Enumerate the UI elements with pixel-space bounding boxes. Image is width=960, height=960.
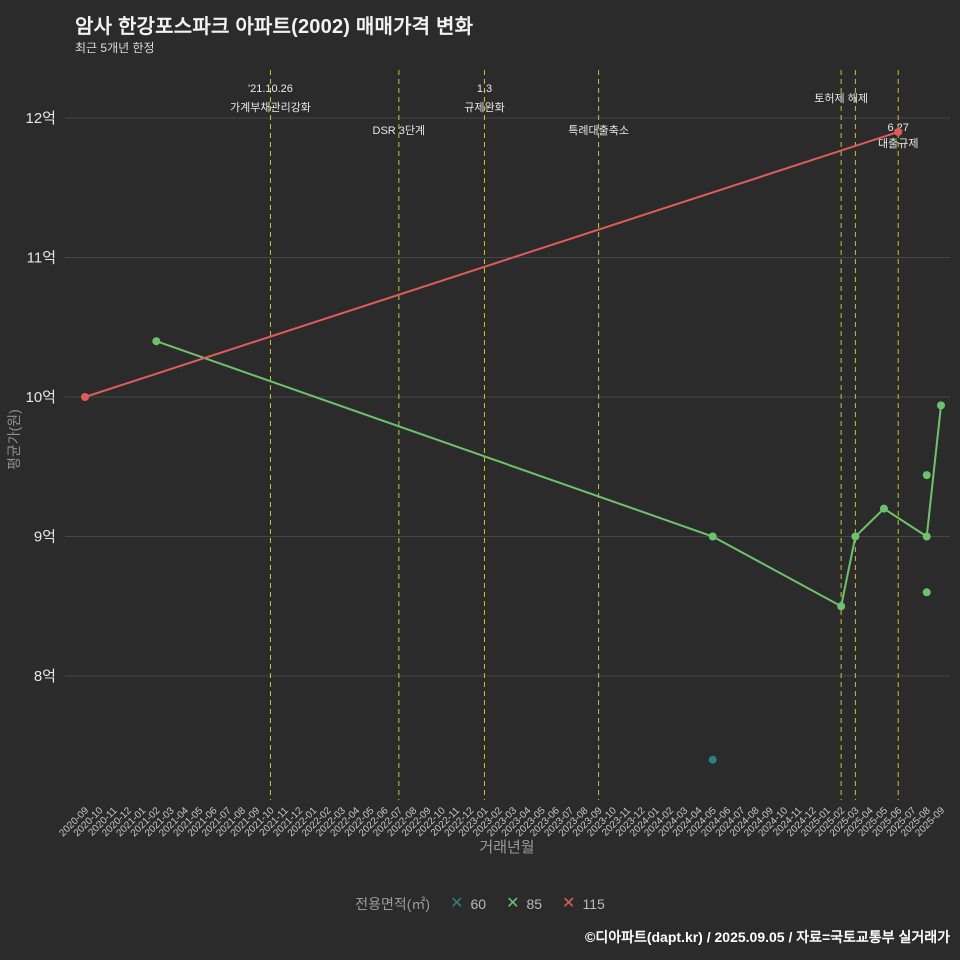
legend-marker-115-icon: ✕ (562, 895, 576, 912)
legend-marker-60-icon: ✕ (450, 895, 464, 912)
data-point-115 (81, 393, 89, 401)
annotation-label: 토허제 해제 (814, 91, 868, 105)
annotation-label: 1.3 (477, 83, 492, 95)
legend-item-60[interactable]: ✕ 60 (450, 895, 487, 913)
annotation-label: DSR 3단계 (373, 124, 426, 137)
data-point-85 (879, 504, 888, 513)
annotation-label: 특례대출축소 (568, 124, 629, 137)
legend-marker-85-icon: ✕ (506, 895, 520, 912)
data-point-85 (922, 471, 931, 480)
legend-item-label-85: 85 (526, 896, 543, 912)
annotation-label: 대출규제 (878, 137, 918, 150)
legend-item-label-60: 60 (470, 896, 487, 912)
legend: 전용면적(㎡) ✕ 60 ✕ 85 ✕ 115 (0, 894, 960, 914)
data-point-60 (708, 755, 717, 764)
data-point-85 (152, 337, 161, 346)
chart-title: 암사 한강포스파크 아파트(2002) 매매가격 변화 (75, 16, 474, 38)
data-point-85 (922, 532, 931, 541)
data-point-85 (937, 401, 945, 410)
legend-item-115[interactable]: ✕ 115 (562, 895, 605, 913)
annotation-label: 규제완화 (464, 101, 504, 114)
data-point-85 (922, 588, 931, 597)
y-tick-label: 9억 (34, 529, 56, 546)
legend-title: 전용면적(㎡) (355, 896, 431, 912)
annotation-label: '21.10.26 (248, 83, 293, 95)
data-point-115 (894, 127, 903, 136)
source-attribution: ©디아파트(dapt.kr) / 2025.09.05 / 자료=국토교통부 실… (585, 929, 950, 945)
y-tick-label: 8억 (34, 668, 56, 685)
x-axis-label: 거래년월 (479, 839, 535, 856)
series-line-85 (156, 340, 942, 608)
data-point-85 (851, 532, 860, 541)
y-tick-label: 11억 (27, 250, 56, 267)
data-point-85 (837, 602, 846, 611)
data-point-85 (708, 532, 717, 541)
chart-subtitle: 최근 5개년 한정 (75, 41, 155, 55)
y-axis-label: 평균가(원) (6, 409, 22, 470)
series-line-115 (84, 130, 899, 398)
legend-item-label-115: 115 (582, 896, 605, 912)
y-tick-label: 10억 (26, 389, 57, 406)
legend-item-85[interactable]: ✕ 85 (506, 895, 543, 913)
annotation-label: 가계부채관리강화 (230, 101, 311, 114)
y-tick-label: 12억 (26, 110, 57, 127)
